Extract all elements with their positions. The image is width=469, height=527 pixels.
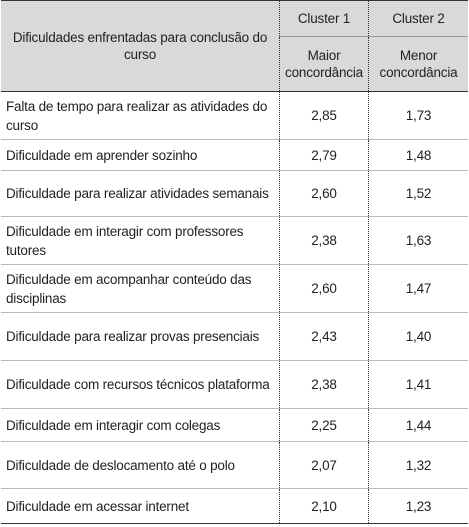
row-label: Dificuldade para realizar atividades sem… xyxy=(6,186,269,201)
table-row: Dificuldade em acompanhar conteúdo das d… xyxy=(1,264,468,313)
cell-value: 2,85 xyxy=(279,91,369,140)
cell-value: 1,73 xyxy=(368,91,468,140)
cell-value: 2,43 xyxy=(279,312,369,361)
cluster-header: Cluster 1 xyxy=(279,0,369,37)
cell-value: 2,38 xyxy=(279,360,369,409)
cell-value: 1,23 xyxy=(368,488,468,524)
column-label: Menor concordância xyxy=(368,36,468,92)
row-label: Dificuldade para realizar provas presenc… xyxy=(6,329,260,344)
cell-value: 2,60 xyxy=(279,264,369,313)
table-row: Dificuldade em interagir com colegas 2,25… xyxy=(1,408,468,442)
table-row: Dificuldade para realizar atividades sem… xyxy=(1,170,468,217)
header-subrow: Maior concordância Menor concordância xyxy=(1,36,468,92)
cell-value: 1,41 xyxy=(368,360,468,409)
cell-value: 1,52 xyxy=(368,170,468,217)
table-row: Dificuldade em aprender sozinho 2,79 1,48 xyxy=(1,139,468,171)
row-label: Dificuldade de deslocamento até o polo xyxy=(6,457,235,473)
row-label: Dificuldade em acessar internet xyxy=(6,498,189,514)
header-row: Dificuldades enfrentadas para conclusão … xyxy=(1,0,468,92)
table-header: Dificuldades enfrentadas para conclusão … xyxy=(1,0,468,92)
cell-value: 2,38 xyxy=(279,216,369,265)
table-row: Dificuldade em interagir com professores… xyxy=(1,216,468,265)
cell-value: 1,40 xyxy=(368,312,468,361)
row-label: Dificuldade em aprender sozinho xyxy=(6,147,198,163)
row-label: Dificuldade em interagir com professores… xyxy=(6,223,244,258)
table-row: Dificuldade para realizar provas presenc… xyxy=(1,312,468,361)
table-body: Falta de tempo para realizar as atividad… xyxy=(1,91,468,524)
cell-value: 2,79 xyxy=(279,139,369,171)
cell-value: 1,63 xyxy=(368,216,468,265)
cluster-header: Cluster 2 xyxy=(368,0,468,37)
cell-value: 1,32 xyxy=(368,441,468,489)
table-row: Dificuldade com recursos técnicos plataf… xyxy=(1,360,468,409)
cell-value: 2,60 xyxy=(279,170,369,217)
row-label: Dificuldade em acompanhar conteúdo das d… xyxy=(6,271,252,306)
table-row: Falta de tempo para realizar as atividad… xyxy=(1,91,468,140)
header-title: Dificuldades enfrentadas para conclusão … xyxy=(1,0,280,92)
cell-value: 2,10 xyxy=(279,488,369,524)
column-label: Maior concordância xyxy=(279,36,369,92)
table-row: Dificuldade de deslocamento até o polo 2,… xyxy=(1,441,468,489)
cell-value: 1,48 xyxy=(368,139,468,171)
cell-value: 2,07 xyxy=(279,441,369,489)
row-label: Dificuldade em interagir com colegas xyxy=(6,417,221,433)
cell-value: 1,44 xyxy=(368,408,468,442)
cell-value: 2,25 xyxy=(279,408,369,442)
row-label: Dificuldade com recursos técnicos plataf… xyxy=(6,377,270,392)
table-row: Dificuldade em acessar internet 2,10 1,23 xyxy=(1,488,468,524)
row-label: Falta de tempo para realizar as atividad… xyxy=(6,98,268,133)
cell-value: 1,47 xyxy=(368,264,468,313)
